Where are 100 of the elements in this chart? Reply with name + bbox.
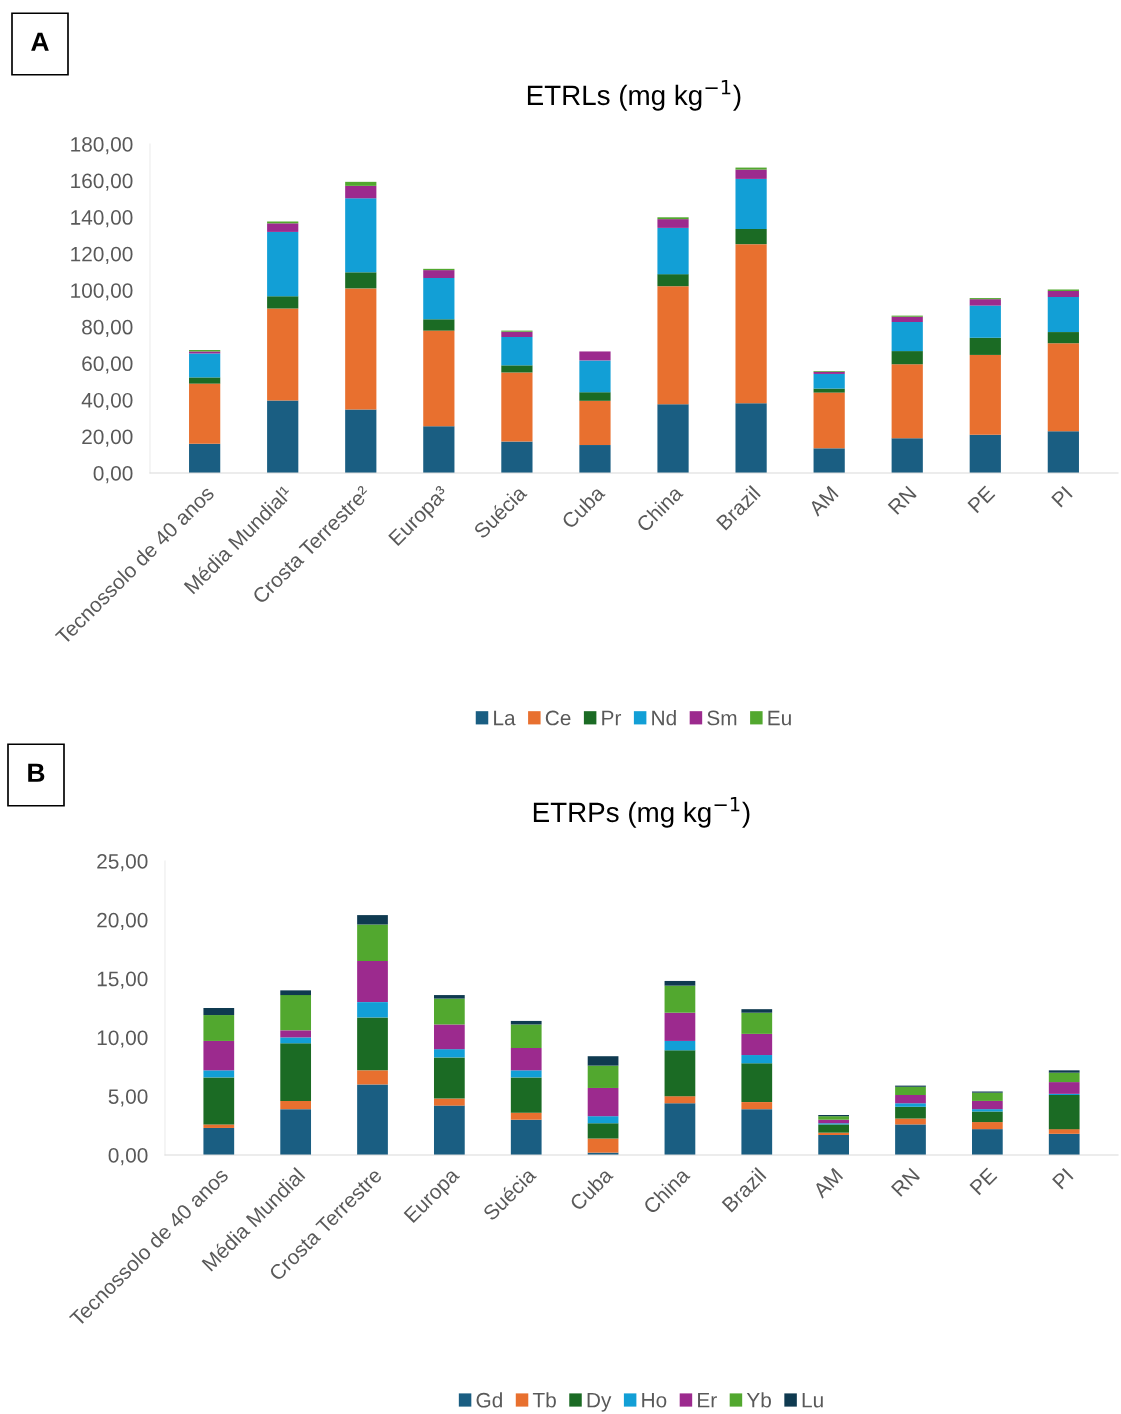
bar (423, 277, 455, 320)
bar (971, 1100, 1003, 1110)
bar (345, 181, 377, 186)
bar (423, 319, 455, 331)
bar (280, 1037, 312, 1044)
bar (189, 443, 221, 473)
y-tick-label: 40,00 (81, 392, 133, 411)
bar (345, 288, 377, 410)
bar (1048, 1095, 1080, 1130)
bar (813, 373, 845, 389)
bar (664, 1040, 696, 1051)
bar (813, 448, 845, 473)
x-tick-label: PI (1052, 1168, 1074, 1190)
bar (433, 1049, 465, 1058)
bar (971, 1111, 1003, 1123)
y-tick-label: 15,00 (97, 971, 148, 989)
bar (510, 1119, 542, 1155)
y-tick-label: 20,00 (97, 912, 148, 931)
text: B (28, 763, 45, 782)
bar (357, 1084, 388, 1155)
x-tick-label: RN (887, 485, 917, 515)
legend-label: Sm (707, 710, 737, 726)
x-tick-label: PI (1051, 486, 1073, 508)
bar (735, 169, 767, 179)
bar (735, 244, 767, 404)
bar (741, 1055, 773, 1064)
bar (510, 1024, 542, 1048)
bar (280, 1030, 312, 1038)
bar (735, 178, 767, 229)
y-tick-label: 100,00 (71, 283, 133, 301)
legend-label: Tb (532, 1392, 556, 1408)
bar (969, 305, 1001, 338)
bar (501, 331, 533, 338)
y-tick-label: 20,00 (82, 429, 133, 447)
bar (741, 1033, 773, 1056)
y-tick-label: 5,00 (108, 1089, 148, 1107)
bar (345, 185, 377, 199)
bar (1048, 1133, 1080, 1155)
bar (267, 296, 299, 309)
text: A (31, 32, 49, 51)
x-tick-label: AM (807, 485, 839, 517)
bar (345, 409, 377, 473)
bar (501, 337, 533, 366)
bar (510, 1070, 542, 1078)
bar (433, 998, 465, 1025)
y-tick-label: 80,00 (82, 319, 133, 337)
bar (891, 316, 923, 323)
bar (895, 1095, 926, 1104)
bar (664, 1096, 696, 1104)
bar (969, 337, 1001, 355)
y-tick-label: 160,00 (71, 173, 133, 191)
bar (818, 1124, 850, 1133)
bar (267, 231, 299, 297)
bar (891, 322, 923, 352)
bar (423, 330, 455, 427)
bar (741, 1063, 773, 1103)
bar (501, 365, 533, 373)
bar (280, 1100, 312, 1110)
bar (735, 228, 767, 245)
bar (267, 223, 299, 232)
bar (971, 1129, 1003, 1155)
bar (203, 1008, 235, 1016)
bar (203, 1040, 235, 1071)
bar (735, 167, 767, 170)
bar (433, 1057, 465, 1099)
bar (510, 1047, 542, 1071)
chart-title: ETRLs (mg kg$^{−1}$) (527, 80, 741, 111)
bar (357, 960, 388, 1003)
bar (587, 1138, 619, 1153)
bar (357, 1002, 388, 1018)
x-tick-label: PE (969, 1167, 998, 1196)
legend-label: Lu (802, 1393, 823, 1408)
y-tick-label: 140,00 (71, 210, 133, 228)
bar (203, 1124, 235, 1128)
bar (579, 360, 611, 393)
bar (664, 985, 696, 1013)
bar (891, 351, 923, 365)
bar (189, 377, 221, 384)
bar (1047, 296, 1079, 333)
bar (579, 351, 611, 361)
bar (1048, 1082, 1080, 1094)
bar (1048, 1070, 1080, 1073)
legend-label: Gd (476, 1392, 502, 1408)
bar (664, 980, 696, 986)
bar (203, 1127, 235, 1155)
legend-label: Dy (587, 1393, 612, 1412)
bar (969, 354, 1001, 435)
chart-title: ETRPs (mg kg$^{−1}$) (533, 797, 750, 828)
y-tick-label: 25,00 (97, 854, 148, 872)
bar (657, 227, 689, 275)
bar (813, 388, 845, 393)
bar (280, 990, 312, 996)
bar (280, 995, 312, 1031)
bar (1047, 343, 1079, 432)
bar (818, 1135, 850, 1155)
x-tick-label: PE (967, 485, 996, 514)
bar (895, 1106, 926, 1119)
y-tick-label: 60,00 (82, 356, 133, 374)
legend-label: Pr (602, 710, 622, 726)
y-tick-label: 0,00 (108, 1148, 148, 1166)
